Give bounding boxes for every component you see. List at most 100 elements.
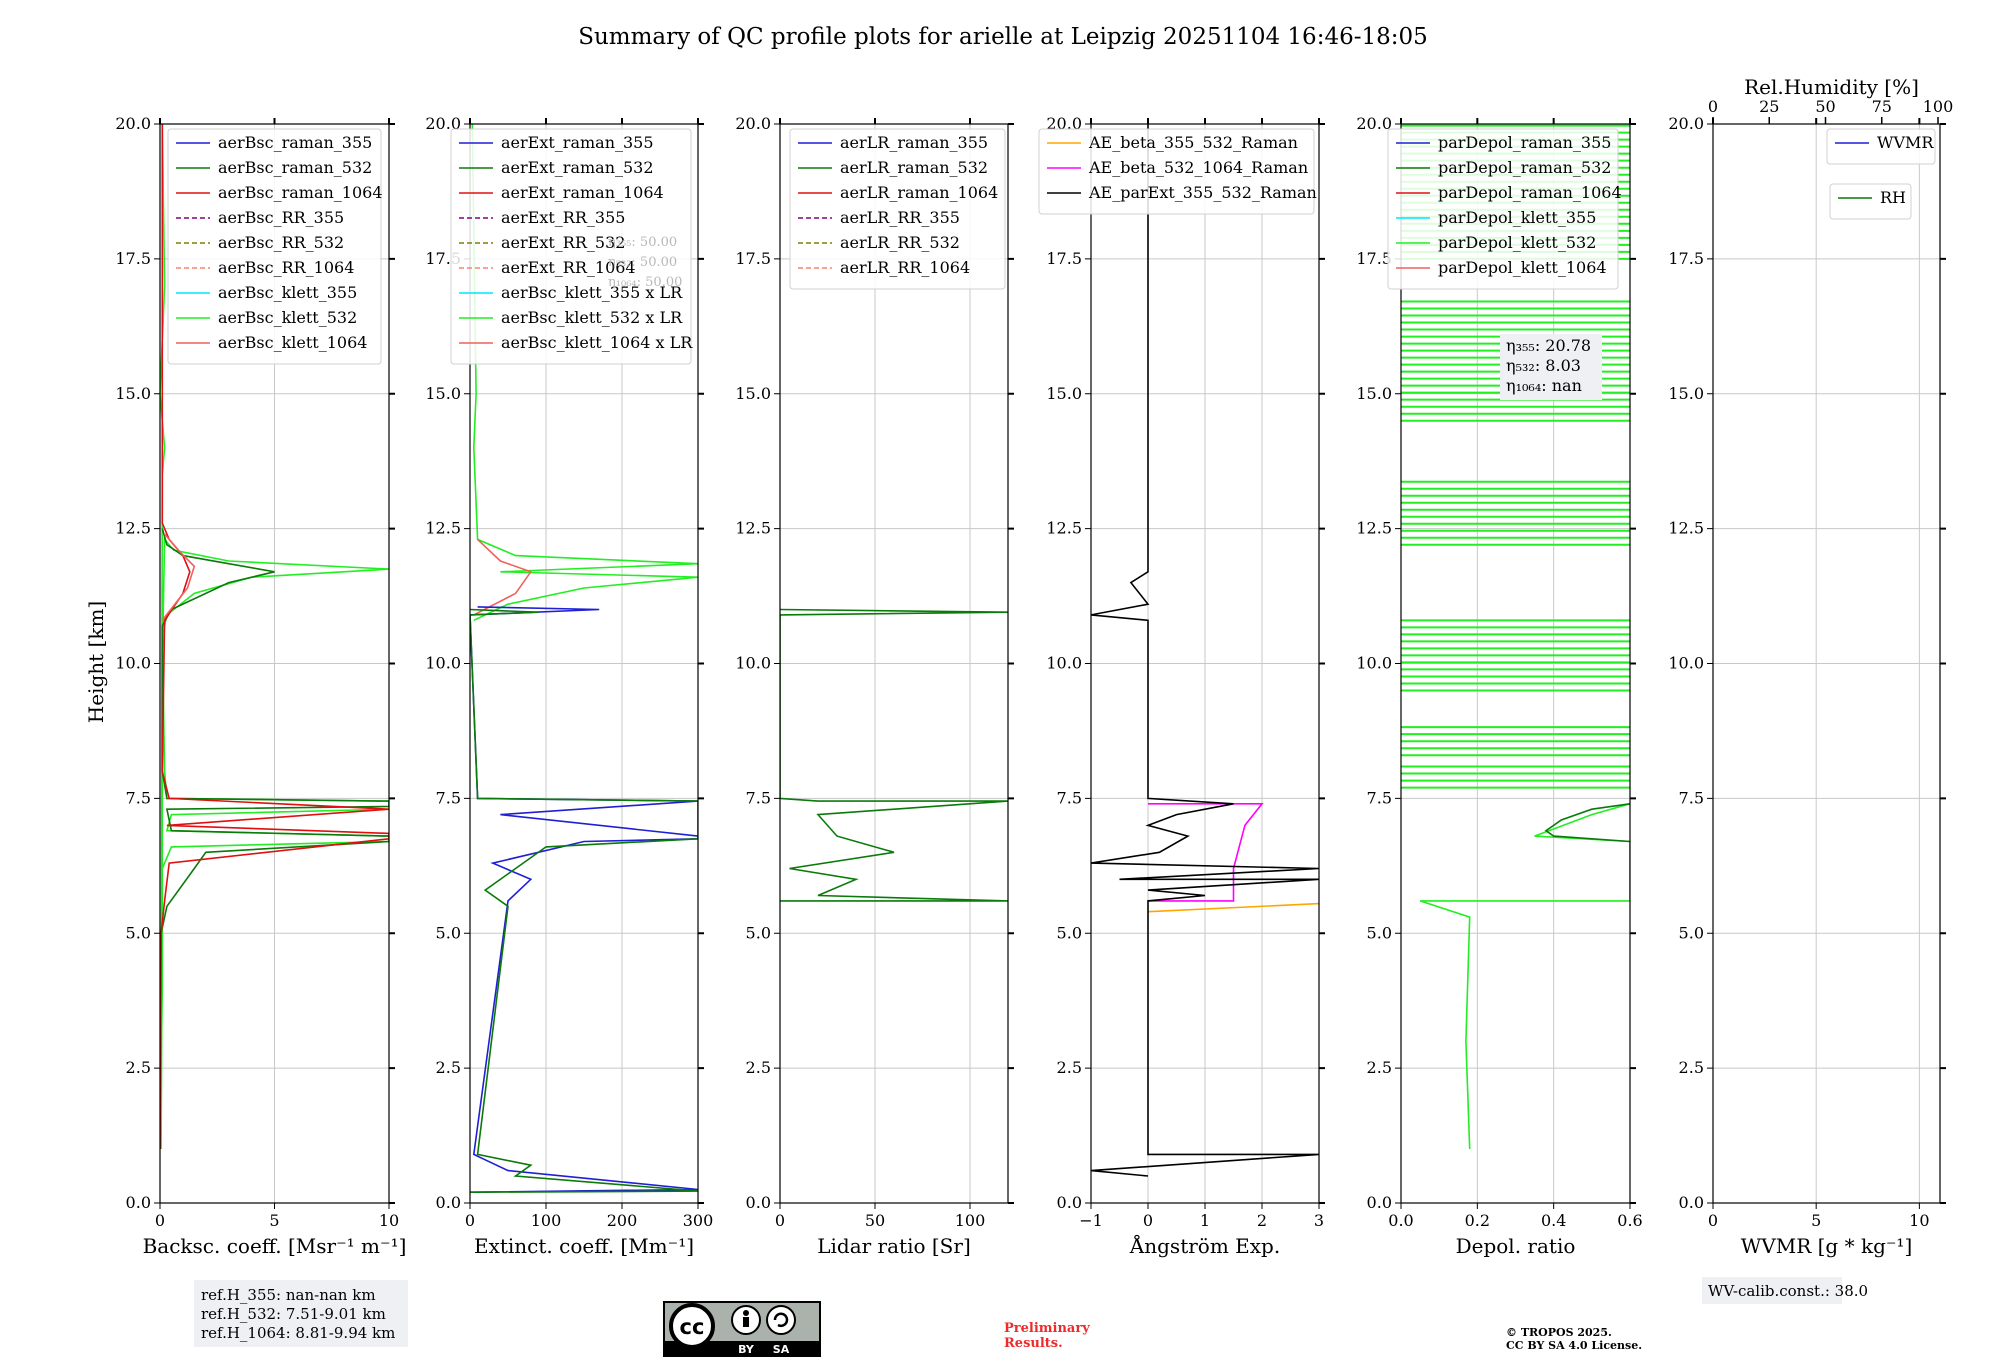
x-tick-label: 0: [155, 1211, 165, 1230]
legend-label: aerBsc_klett_532: [218, 308, 357, 327]
legend-lr: aerLR_raman_355 aerLR_raman_532 aerLR_rama…: [789, 128, 1006, 290]
eta-annotation: η₅₃₂: 8.03: [1506, 356, 1581, 375]
legend-label: parDepol_raman_532: [1438, 158, 1611, 177]
y-tick-label: 20.0: [1046, 114, 1082, 133]
y-tick-label: 7.5: [1679, 788, 1704, 807]
y-tick-label: 2.5: [1367, 1058, 1392, 1077]
series-aerBsc_klett_1064: [161, 533, 196, 621]
legend-label: aerExt_RR_1064: [501, 258, 636, 277]
x-tick-label: 0.6: [1617, 1211, 1642, 1230]
y-tick-label: 5.0: [436, 923, 461, 942]
y-tick-label: 2.5: [436, 1058, 461, 1077]
legend-label: AE_beta_355_532_Raman: [1088, 133, 1298, 152]
series-aerBsc_raman_532: [160, 528, 389, 1150]
legend-label: aerExt_raman_1064: [501, 183, 664, 202]
legend-label: WVMR: [1877, 133, 1934, 152]
svg-text:BY: BY: [738, 1343, 755, 1356]
legend-label: AE_beta_532_1064_Raman: [1088, 158, 1308, 177]
legend-label: aerExt_raman_355: [501, 133, 654, 152]
x-axis-label: Backsc. coeff. [Msr⁻¹ m⁻¹]: [143, 1234, 407, 1258]
panel-bsc: 0.0 2.5 5.0 7.5 10.0 12.5 15.0 17.5 20.0 0 5 10 Back…: [115, 114, 406, 1258]
y-tick-label: 0.0: [1057, 1193, 1082, 1212]
x-tick-label: 10: [379, 1211, 399, 1230]
svg-text:cc: cc: [680, 1315, 705, 1339]
legend-label: RH: [1880, 188, 1906, 207]
legend-label: aerBsc_RR_1064: [218, 258, 354, 277]
legend-label: aerLR_raman_355: [840, 133, 988, 152]
y-tick-label: 20.0: [735, 114, 771, 133]
y-tick-label: 15.0: [1668, 384, 1704, 403]
series-AE_beta_532_1064_Raman: [1148, 802, 1264, 902]
legend-label: aerBsc_raman_532: [218, 158, 372, 177]
legend-label: aerBsc_klett_355: [218, 283, 357, 302]
ref-height-box: [194, 1280, 408, 1347]
legend-rh: RH: [1829, 183, 1912, 220]
y-tick-label: 2.5: [1057, 1058, 1082, 1077]
y-tick-label: 20.0: [115, 114, 151, 133]
x-tick-label: 200: [607, 1211, 638, 1230]
x-tick-label: 100: [531, 1211, 562, 1230]
panel-lr: 0.0 2.5 5.0 7.5 10.0 12.5 15.0 17.5 20.0 0 50 100 Li…: [735, 114, 1014, 1258]
series-aerExt_raman_532: [470, 608, 698, 1193]
y-tick-label: 17.5: [115, 249, 151, 268]
y-tick-label: 0.0: [1367, 1193, 1392, 1212]
legend-label: aerExt_RR_355: [501, 208, 625, 227]
y-tick-label: 7.5: [746, 788, 771, 807]
legend-label: aerBsc_klett_355 x LR: [501, 283, 683, 302]
top-tick-label: 100: [1923, 97, 1954, 116]
x-axis-label: Depol. ratio: [1456, 1234, 1576, 1258]
legend-label: aerBsc_RR_532: [218, 233, 344, 252]
legend-wvmr: WVMR: [1826, 128, 1936, 165]
legend-depol: parDepol_raman_355 parDepol_raman_532 parD…: [1387, 128, 1622, 290]
legend-label: aerBsc_RR_355: [218, 208, 344, 227]
legend-label: parDepol_klett_1064: [1438, 258, 1607, 277]
panel-ext: 0.02.55.07.510.012.515.017.520.00 100 200 3…: [425, 114, 713, 1258]
copyright-line-2: CC BY SA 4.0 License.: [1506, 1339, 1642, 1352]
figure-title: Summary of QC profile plots for arielle …: [578, 24, 1428, 50]
y-tick-label: 0.0: [1679, 1193, 1704, 1212]
x-tick-label: 300: [683, 1211, 714, 1230]
top-tick-label: 0: [1708, 97, 1718, 116]
y-tick-label: 0.0: [746, 1193, 771, 1212]
x-tick-label: 0.4: [1541, 1211, 1566, 1230]
x-tick-label: 0.2: [1465, 1211, 1490, 1230]
eta-annotation: η₁₀₆₄: 50.00: [608, 275, 682, 290]
y-tick-label: 5.0: [1679, 923, 1704, 942]
series-aerLR_raman_532: [780, 608, 1008, 902]
panel-ae: 0.0 2.5 5.0 7.5 10.0 12.5 15.0 17.5 20.0 −1 0 1 2 3 Ån…: [1038, 114, 1325, 1258]
y-tick-label: 5.0: [126, 923, 151, 942]
y-tick-label: 10.0: [425, 654, 461, 673]
legend-label: aerBsc_raman_1064: [218, 183, 383, 202]
x-tick-label: 3: [1314, 1211, 1324, 1230]
y-tick-label: 15.0: [1046, 384, 1082, 403]
y-tick-label: 7.5: [126, 788, 151, 807]
series-AE_beta_355_532_Raman: [1147, 902, 1319, 913]
wv-calib-box: [1702, 1277, 1842, 1304]
y-tick-label: 12.5: [1356, 519, 1392, 538]
legend-label: aerBsc_klett_532 x LR: [501, 308, 683, 327]
y-axis-label: Height [km]: [84, 601, 108, 723]
top-tick-label: 50: [1815, 97, 1835, 116]
y-tick-label: 20.0: [425, 114, 461, 133]
y-tick-label: 20.0: [1668, 114, 1704, 133]
sa-share-icon: [766, 1305, 796, 1335]
legend-box: [167, 128, 382, 365]
x-axis-label: Ångström Exp.: [1129, 1233, 1280, 1258]
x-axis-label: WVMR [g * kg⁻¹]: [1741, 1234, 1913, 1258]
legend-ae: AE_beta_355_532_Raman AE_beta_532_1064_Ra…: [1038, 128, 1317, 215]
legend-label: aerLR_raman_532: [840, 158, 988, 177]
legend-box: [1038, 128, 1315, 215]
y-tick-label: 15.0: [735, 384, 771, 403]
x-tick-label: 5: [269, 1211, 279, 1230]
y-tick-label: 10.0: [1668, 654, 1704, 673]
eta-annotation: η₃₅₅: 50.00: [608, 235, 677, 250]
legend-label: aerExt_RR_532: [501, 233, 625, 252]
legend-label: aerLR_raman_1064: [840, 183, 998, 202]
y-tick-label: 7.5: [1367, 788, 1392, 807]
cc-license-badge: cc BY SA: [663, 1301, 821, 1357]
x-tick-label: 0: [465, 1211, 475, 1230]
series-parDepol_raman_532: [1544, 803, 1630, 843]
y-tick-label: 15.0: [1356, 384, 1392, 403]
x-tick-label: −1: [1079, 1211, 1103, 1230]
